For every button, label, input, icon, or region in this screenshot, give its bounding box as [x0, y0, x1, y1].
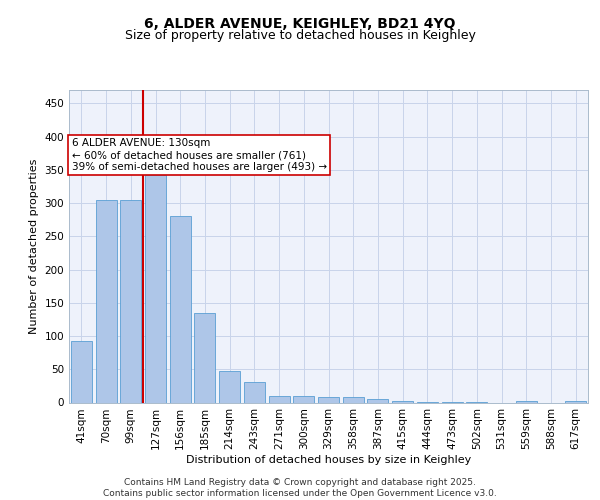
Bar	[392, 400, 413, 402]
X-axis label: Distribution of detached houses by size in Keighley: Distribution of detached houses by size …	[186, 455, 471, 465]
Bar	[170, 216, 191, 402]
Text: Size of property relative to detached houses in Keighley: Size of property relative to detached ho…	[125, 29, 475, 42]
Y-axis label: Number of detached properties: Number of detached properties	[29, 158, 39, 334]
Text: 6, ALDER AVENUE, KEIGHLEY, BD21 4YQ: 6, ALDER AVENUE, KEIGHLEY, BD21 4YQ	[144, 18, 456, 32]
Bar	[71, 340, 92, 402]
Text: Contains HM Land Registry data © Crown copyright and database right 2025.
Contai: Contains HM Land Registry data © Crown c…	[103, 478, 497, 498]
Bar	[269, 396, 290, 402]
Bar	[516, 400, 537, 402]
Bar	[95, 200, 116, 402]
Bar	[120, 200, 141, 402]
Bar	[565, 401, 586, 402]
Bar	[343, 397, 364, 402]
Bar	[219, 370, 240, 402]
Bar	[367, 399, 388, 402]
Bar	[244, 382, 265, 402]
Bar	[318, 396, 339, 402]
Bar	[293, 396, 314, 402]
Text: 6 ALDER AVENUE: 130sqm
← 60% of detached houses are smaller (761)
39% of semi-de: 6 ALDER AVENUE: 130sqm ← 60% of detached…	[71, 138, 327, 172]
Bar	[145, 175, 166, 402]
Bar	[194, 312, 215, 402]
